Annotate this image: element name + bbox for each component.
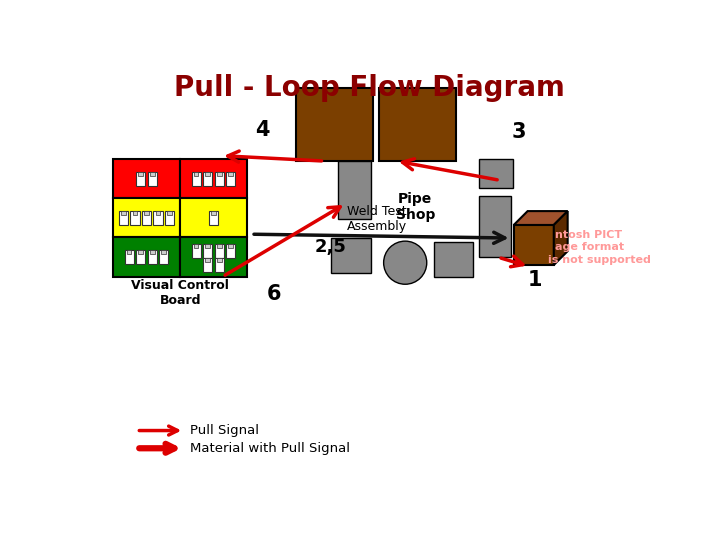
Bar	[205, 258, 210, 262]
Text: Pipe
Shop: Pipe Shop	[395, 192, 435, 222]
Bar	[127, 251, 132, 254]
Bar	[209, 211, 218, 225]
Text: Pull - Loop Flow Diagram: Pull - Loop Flow Diagram	[174, 74, 564, 102]
Bar	[203, 258, 212, 272]
Polygon shape	[514, 211, 567, 225]
Bar	[165, 211, 174, 225]
Bar	[338, 161, 371, 219]
Bar	[125, 251, 134, 264]
Bar	[215, 258, 224, 272]
Bar	[228, 244, 233, 248]
Bar	[167, 211, 172, 215]
Bar	[180, 159, 248, 198]
Bar	[144, 211, 149, 215]
Bar	[194, 172, 199, 176]
Polygon shape	[554, 211, 567, 265]
Bar	[226, 244, 235, 258]
Bar	[180, 198, 248, 237]
Bar	[153, 211, 163, 225]
Bar	[205, 244, 210, 248]
Bar	[138, 172, 143, 176]
Bar	[150, 172, 155, 176]
Text: Visual Control
Board: Visual Control Board	[132, 280, 229, 307]
Bar	[217, 172, 222, 176]
Text: 2,5: 2,5	[315, 238, 346, 256]
Bar	[211, 211, 216, 215]
Text: Pull Signal: Pull Signal	[190, 424, 259, 437]
Bar	[148, 251, 157, 264]
Bar	[296, 88, 373, 161]
Circle shape	[384, 241, 427, 284]
Bar	[119, 211, 128, 225]
Bar	[180, 237, 248, 276]
Bar	[138, 251, 143, 254]
Bar	[159, 251, 168, 264]
Bar	[161, 251, 166, 254]
Bar	[194, 244, 199, 248]
Bar	[148, 172, 157, 186]
Bar	[136, 251, 145, 264]
Bar	[330, 238, 371, 273]
Text: 4: 4	[256, 120, 270, 140]
FancyBboxPatch shape	[86, 59, 652, 486]
Bar	[479, 159, 513, 188]
Bar	[379, 88, 456, 161]
Bar	[113, 198, 180, 237]
Bar	[205, 172, 210, 176]
Bar	[130, 211, 140, 225]
Bar	[142, 211, 151, 225]
Text: 3: 3	[512, 122, 526, 142]
Bar	[215, 244, 224, 258]
Bar	[192, 172, 201, 186]
Bar	[217, 258, 222, 262]
Bar	[215, 172, 224, 186]
Bar	[226, 172, 235, 186]
Text: 1: 1	[527, 271, 541, 291]
Bar	[217, 244, 222, 248]
Bar	[156, 211, 161, 215]
Bar	[150, 251, 155, 254]
Bar	[136, 172, 145, 186]
Bar	[113, 237, 180, 276]
Bar	[203, 244, 212, 258]
Bar	[479, 195, 511, 257]
Bar	[434, 242, 473, 276]
Bar	[203, 172, 212, 186]
Bar	[228, 172, 233, 176]
Bar	[113, 159, 180, 198]
Bar	[192, 244, 201, 258]
Text: ntosh PICT: ntosh PICT	[555, 230, 623, 240]
Text: 6: 6	[266, 284, 281, 304]
Text: Material with Pull Signal: Material with Pull Signal	[190, 442, 351, 455]
Text: Weld Test
Assembly: Weld Test Assembly	[346, 205, 407, 233]
Bar	[121, 211, 126, 215]
Text: is not supported: is not supported	[548, 255, 650, 265]
Bar	[132, 211, 138, 215]
Text: age format: age format	[555, 242, 624, 252]
Bar	[514, 225, 554, 265]
